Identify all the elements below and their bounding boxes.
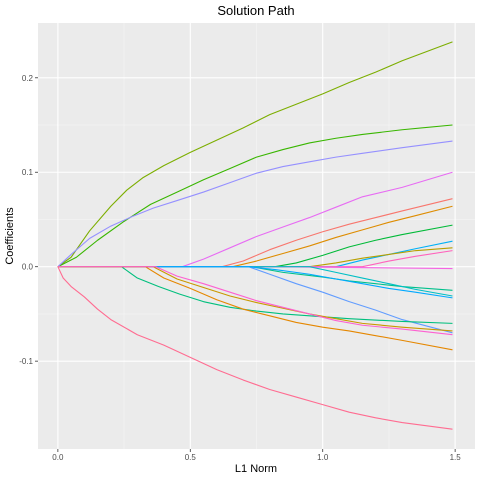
y-tick-label: -0.1 — [19, 357, 33, 366]
x-axis: 0.0 0.5 1.0 1.5 — [52, 449, 461, 462]
series-line-15 — [57, 266, 453, 299]
x-tick-label: 0.5 — [185, 453, 197, 462]
series-line-3 — [57, 140, 453, 268]
series-line-4 — [57, 171, 453, 268]
series-line-1 — [57, 41, 453, 268]
series-line-6 — [57, 205, 453, 268]
chart-title: Solution Path — [217, 3, 294, 18]
y-tick-label: 0.0 — [22, 263, 34, 272]
series-line-20 — [57, 266, 453, 430]
series-layer — [57, 41, 453, 430]
series-line-19 — [57, 266, 453, 336]
x-axis-title: L1 Norm — [235, 463, 277, 475]
series-line-7 — [57, 224, 453, 268]
y-tick-label: 0.1 — [22, 168, 34, 177]
y-axis-title: Coefficients — [4, 207, 16, 265]
y-axis: -0.1 0.0 0.1 0.2 — [19, 74, 38, 366]
series-line-18 — [57, 266, 453, 332]
series-line-13 — [57, 266, 453, 297]
y-tick-label: 0.2 — [22, 74, 34, 83]
series-line-14 — [57, 266, 453, 334]
series-line-16 — [57, 266, 453, 324]
series-line-17 — [57, 266, 453, 351]
x-tick-label: 1.0 — [317, 453, 329, 462]
series-line-5 — [57, 198, 453, 268]
series-line-2 — [57, 124, 453, 268]
x-tick-label: 0.0 — [52, 453, 64, 462]
x-tick-label: 1.5 — [450, 453, 462, 462]
